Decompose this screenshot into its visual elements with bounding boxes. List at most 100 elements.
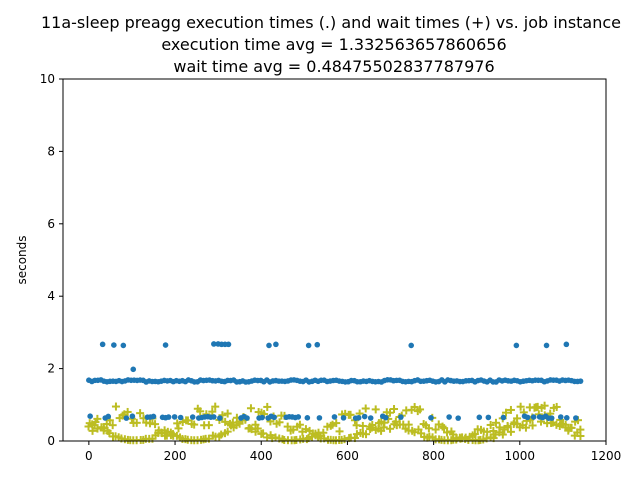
execution-time-point (446, 414, 452, 420)
wait-time-point (362, 430, 371, 439)
execution-time-point (225, 341, 232, 348)
execution-time-point (476, 414, 483, 421)
execution-time-point (111, 342, 117, 348)
execution-time-point (171, 414, 178, 420)
wait-time-point (513, 414, 522, 423)
execution-time-point (361, 413, 368, 420)
wait-time-point (332, 419, 341, 428)
execution-time-point (408, 342, 415, 349)
x-tick-label: 200 (164, 449, 187, 463)
execution-time-point (304, 415, 311, 421)
wait-time-point (540, 401, 549, 410)
wait-time-point (386, 424, 395, 433)
plot-points (84, 341, 585, 445)
execution-time-point (129, 413, 136, 420)
wait-time-point (151, 420, 160, 429)
wait-time-point (289, 425, 298, 434)
wait-time-point (470, 430, 479, 439)
execution-time-point (217, 415, 223, 421)
execution-time-point (548, 415, 555, 421)
wait-time-point (528, 421, 537, 430)
wait-time-point (506, 427, 515, 436)
wait-time-point (204, 421, 213, 430)
execution-time-point (398, 414, 404, 420)
x-tick-label: 600 (336, 449, 359, 463)
execution-time-point (105, 413, 112, 420)
chart-title-line-2: execution time avg = 1.332563657860656 (161, 35, 506, 54)
wait-time-point (295, 420, 304, 429)
wait-time-point (503, 421, 512, 430)
execution-time-point (530, 414, 537, 420)
execution-time-point (99, 341, 106, 348)
wait-time-point (208, 407, 217, 416)
wait-time-point (506, 405, 515, 414)
wait-time-point (486, 420, 495, 429)
y-axis-label: seconds (15, 235, 29, 284)
wait-time-point (211, 402, 220, 411)
wait-time-point (440, 424, 449, 433)
wait-time-point (533, 402, 542, 411)
x-tick-label: 1200 (591, 449, 622, 463)
execution-time-point (305, 342, 312, 349)
x-tick-label: 400 (250, 449, 273, 463)
execution-time-point (316, 415, 323, 421)
wait-time-point (221, 417, 230, 426)
execution-time-point (331, 414, 338, 420)
y-tick-label: 8 (47, 144, 55, 158)
execution-time-point (87, 413, 93, 419)
wait-time-point (263, 402, 272, 411)
wait-time-point (190, 420, 199, 429)
execution-time-point (271, 414, 277, 421)
execution-time-point (123, 415, 130, 421)
execution-time-point (162, 342, 169, 348)
wait-time-point (108, 421, 117, 430)
y-tick-label: 6 (47, 217, 55, 231)
wait-time-point (491, 418, 500, 427)
wait-time-point (88, 426, 97, 435)
x-axis: 0 200 400 600 800 1000 1200 (85, 441, 621, 463)
execution-time-point (563, 341, 570, 348)
execution-time-point (211, 341, 217, 347)
wait-time-point (217, 430, 226, 439)
chart-title-line-3: wait time avg = 0.48475502837787976 (173, 57, 494, 76)
execution-time-point (273, 341, 279, 348)
wait-time-point (346, 410, 355, 419)
execution-time-point (500, 414, 507, 421)
wait-time-point (283, 422, 292, 431)
execution-time-point (513, 342, 520, 349)
execution-time-point (428, 414, 434, 421)
wait-time-point (498, 430, 507, 439)
wait-time-point (340, 435, 349, 444)
wait-time-point (566, 423, 575, 432)
execution-time-point (367, 415, 374, 421)
x-tick-label: 1000 (505, 449, 536, 463)
execution-time-point (557, 414, 564, 420)
wait-time-point (302, 435, 311, 444)
wait-time-point (431, 425, 440, 434)
execution-time-point (355, 415, 362, 421)
wait-time-point (259, 429, 268, 438)
wait-time-point (173, 419, 182, 428)
execution-time-point (165, 414, 172, 420)
y-tick-label: 0 (47, 434, 55, 448)
wait-time-point (358, 421, 367, 430)
wait-time-point (223, 409, 232, 418)
wait-time-point (93, 414, 102, 423)
wait-time-point (521, 423, 530, 432)
wait-time-point (174, 424, 183, 433)
wait-time-point (410, 403, 419, 412)
wait-time-point (371, 405, 380, 414)
wait-time-point (495, 423, 504, 432)
wait-time-point (416, 405, 425, 414)
execution-time-point (314, 341, 321, 348)
execution-time-point (295, 414, 302, 420)
wait-time-point (438, 422, 447, 431)
wait-time-point (223, 427, 232, 436)
execution-time-point (577, 378, 584, 384)
y-tick-label: 2 (47, 362, 55, 376)
wait-time-point (335, 427, 344, 436)
execution-time-point (211, 414, 217, 420)
x-tick-label: 0 (85, 449, 93, 463)
execution-time-point (259, 414, 265, 421)
